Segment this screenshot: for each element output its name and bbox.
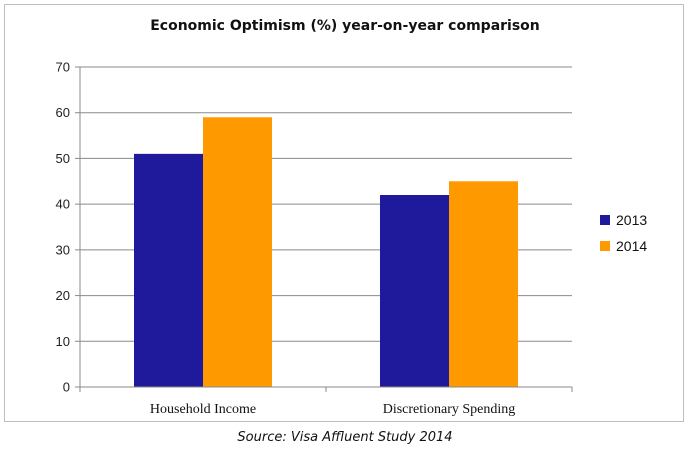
chart-title: Economic Optimism (%) year-on-year compa… [150,18,540,34]
category-labels: Household Income Discretionary Spending [79,387,573,417]
bar-2014-1 [449,181,518,387]
source-note: Source: Visa Affluent Study 2014 [237,430,453,445]
legend-label-2013: 2013 [616,212,647,228]
bar-2014-0 [203,117,272,388]
y-tick-label: 20 [56,288,70,303]
y-tick-label: 60 [56,105,70,120]
bar-2013-0 [134,153,203,387]
chart-frame [4,4,684,422]
legend: 2013 2014 [600,212,647,254]
y-tick-label: 40 [56,197,70,212]
bar-2013-1 [380,195,449,387]
legend-swatch-2014 [600,241,610,251]
y-tick-label: 70 [56,60,70,75]
y-tick-label: 0 [63,380,70,395]
y-tick-label: 10 [56,334,70,349]
legend-label-2014: 2014 [616,238,647,254]
bars [134,117,518,388]
legend-swatch-2013 [600,215,610,225]
y-axis-ticks: 0 10 20 30 40 50 60 70 [56,60,80,395]
category-label: Discretionary Spending [383,402,516,417]
y-tick-label: 30 [56,242,70,257]
category-label: Household Income [150,402,256,417]
y-tick-label: 50 [56,151,70,166]
